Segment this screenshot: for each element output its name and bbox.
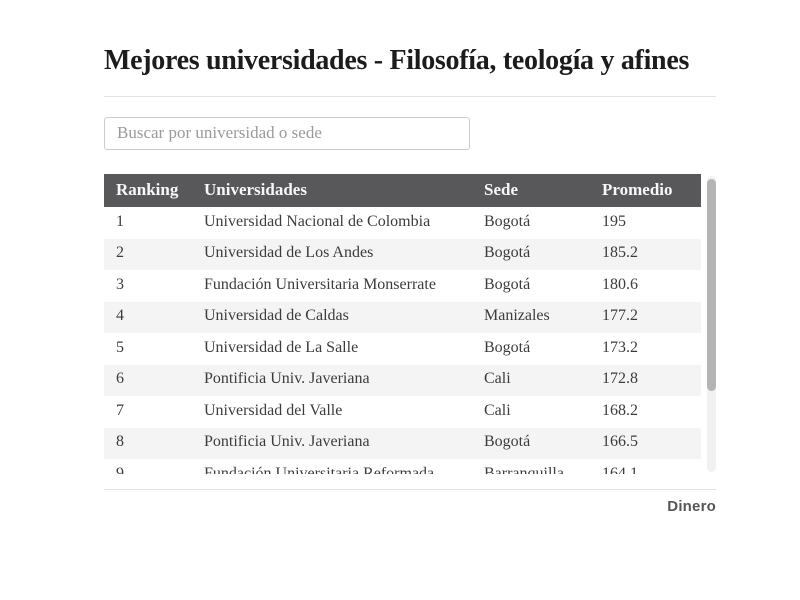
- cell-ranking: 2: [116, 244, 124, 262]
- column-header-sede: Sede: [484, 174, 602, 208]
- table-row: 4 Universidad de Caldas Manizales 177.2: [104, 301, 701, 334]
- scrollbar-thumb[interactable]: [707, 179, 716, 392]
- cell-universidad: Fundación Universitaria Reformada: [204, 464, 435, 475]
- cell-universidad: Universidad de Caldas: [204, 307, 349, 325]
- table-row: 5 Universidad de La Salle Bogotá 173.2: [104, 333, 701, 365]
- cell-sede: Barranquilla: [484, 464, 564, 475]
- cell-promedio: 177.2: [602, 307, 638, 325]
- cell-universidad: Universidad Nacional de Colombia: [204, 212, 431, 230]
- page-title: Mejores universidades - Filosofía, teolo…: [104, 45, 690, 76]
- cell-sede: Bogotá: [484, 244, 531, 262]
- table-row: 9 Fundación Universitaria Reformada Barran…: [104, 459, 701, 474]
- cell-promedio: 168.2: [602, 401, 638, 419]
- cell-sede: Bogotá: [484, 338, 531, 356]
- cell-ranking: 3: [116, 275, 124, 293]
- cell-universidad: Universidad de Los Andes: [204, 244, 374, 262]
- cell-sede: Bogotá: [484, 433, 531, 451]
- table-header-row: Ranking Universidades Sede Promedio: [104, 174, 701, 208]
- cell-universidad: Fundación Universitaria Monserrate: [204, 275, 436, 293]
- cell-universidad: Pontificia Univ. Javeriana: [204, 433, 370, 451]
- cell-sede: Bogotá: [484, 275, 531, 293]
- table-row: 6 Pontificia Univ. Javeriana Cali 172.8: [104, 364, 701, 397]
- cell-universidad: Universidad de La Salle: [204, 338, 359, 356]
- cell-ranking: 6: [116, 370, 124, 388]
- ranking-widget: Mejores universidades - Filosofía, teolo…: [104, 44, 716, 515]
- cell-promedio: 180.6: [602, 275, 638, 293]
- table-body: 1 Universidad Nacional de Colombia Bogotá 1…: [104, 207, 701, 474]
- table-row: 3 Fundación Universitaria Monserrate Bogot…: [104, 270, 701, 302]
- cell-ranking: 8: [116, 433, 124, 451]
- ranking-table: Ranking Universidades Sede Promedio 1 Uni…: [104, 174, 701, 474]
- title-divider: [104, 96, 716, 98]
- cell-sede: Cali: [484, 370, 511, 388]
- cell-sede: Bogotá: [484, 212, 531, 230]
- vertical-scrollbar[interactable]: [707, 176, 716, 473]
- cell-ranking: 4: [116, 307, 124, 325]
- cell-ranking: 1: [116, 212, 124, 230]
- dinero-logo: Dinero: [667, 498, 716, 516]
- footer-divider: [104, 489, 716, 491]
- cell-sede: Cali: [484, 401, 511, 419]
- cell-universidad: Pontificia Univ. Javeriana: [204, 370, 370, 388]
- table-row: 1 Universidad Nacional de Colombia Bogotá 1…: [104, 207, 701, 239]
- ranking-table-container: Ranking Universidades Sede Promedio 1 Uni…: [104, 174, 716, 474]
- cell-sede: Manizales: [484, 307, 550, 325]
- column-header-universidades: Universidades: [204, 174, 484, 208]
- cell-promedio: 185.2: [602, 244, 638, 262]
- table-row: 7 Universidad del Valle Cali 168.2: [104, 396, 701, 428]
- table-row: 2 Universidad de Los Andes Bogotá 185.2: [104, 238, 701, 271]
- cell-ranking: 5: [116, 338, 124, 356]
- column-header-ranking: Ranking: [104, 174, 204, 208]
- cell-ranking: 9: [116, 464, 124, 475]
- cell-promedio: 172.8: [602, 370, 638, 388]
- cell-promedio: 166.5: [602, 433, 638, 451]
- cell-promedio: 164.1: [602, 464, 638, 475]
- cell-ranking: 7: [116, 401, 124, 419]
- cell-promedio: 173.2: [602, 338, 638, 356]
- cell-universidad: Universidad del Valle: [204, 401, 343, 419]
- search-input[interactable]: [104, 117, 470, 151]
- table-row: 8 Pontificia Univ. Javeriana Bogotá 166.5: [104, 427, 701, 460]
- cell-promedio: 195: [602, 212, 626, 230]
- column-header-promedio: Promedio: [602, 174, 701, 208]
